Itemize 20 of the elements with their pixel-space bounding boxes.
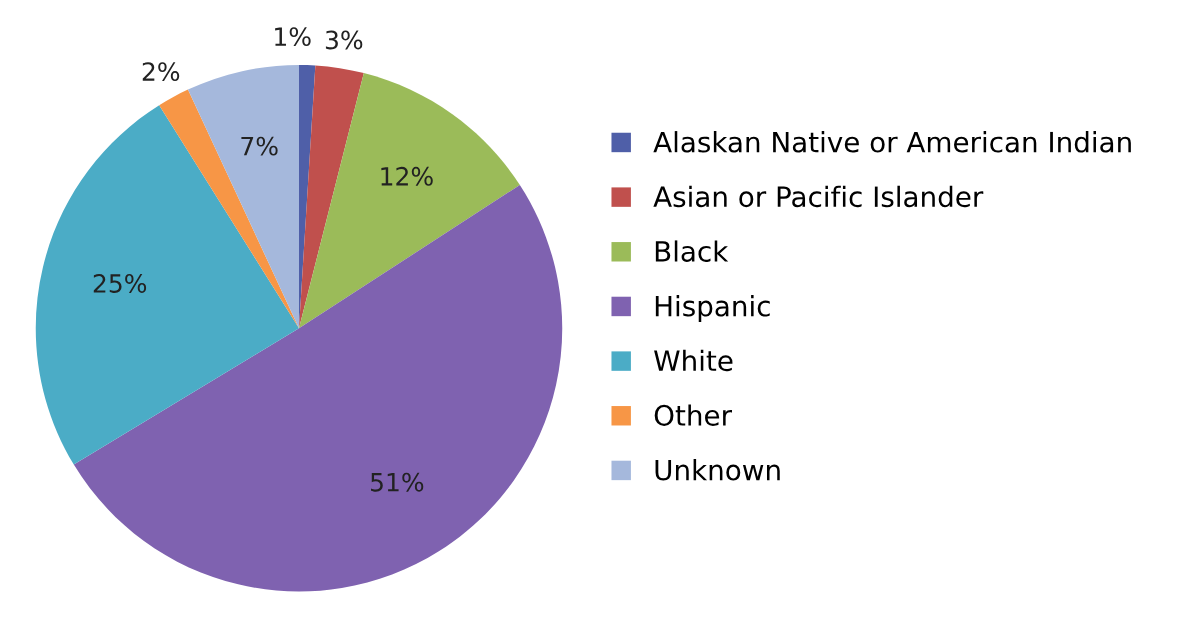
legend-label: White bbox=[654, 349, 733, 372]
pie-slice bbox=[35, 105, 299, 465]
data-label: 2% bbox=[142, 62, 180, 82]
data-label: 3% bbox=[325, 30, 363, 50]
legend-label: Hispanic bbox=[655, 295, 770, 322]
legend-label: Black bbox=[655, 240, 729, 262]
data-label: 25% bbox=[93, 273, 147, 293]
pie-slice bbox=[187, 64, 299, 329]
legend-label: Alaskan Native or American Indian bbox=[653, 131, 1131, 153]
pie-slice bbox=[159, 89, 299, 329]
pie-slice bbox=[73, 184, 563, 592]
data-label: 12% bbox=[381, 166, 433, 186]
data-label: 51% bbox=[371, 472, 424, 492]
legend-label: Unknown bbox=[655, 459, 780, 481]
data-label: 7% bbox=[241, 136, 278, 156]
data-label: 1% bbox=[275, 27, 311, 47]
pie-slice bbox=[299, 73, 520, 329]
pie-slice bbox=[299, 65, 364, 329]
legend-label: Asian or Pacific Islander bbox=[653, 185, 984, 208]
legend-label: Other bbox=[654, 404, 733, 426]
